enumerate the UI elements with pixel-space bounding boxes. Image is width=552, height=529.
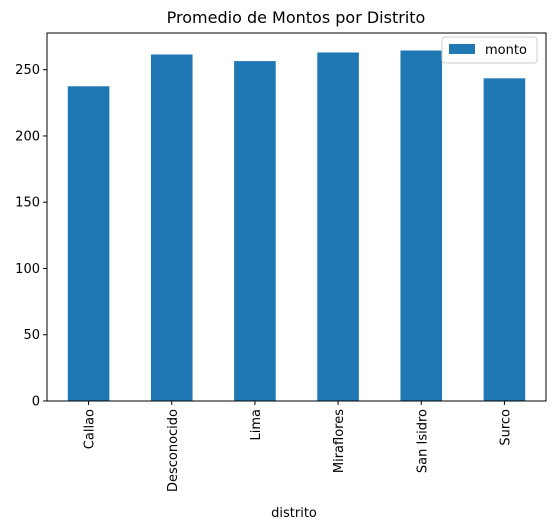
bar — [150, 54, 193, 401]
bar — [317, 52, 359, 402]
legend-label-monto: monto — [485, 43, 527, 58]
y-tick-label: 250 — [15, 63, 40, 78]
bar — [483, 78, 526, 401]
x-tick-label: San Isidro — [415, 409, 430, 473]
legend-swatch — [449, 44, 475, 54]
bar — [67, 86, 110, 401]
x-tick-label: Lima — [249, 409, 264, 440]
bar — [400, 50, 443, 402]
bar — [234, 61, 276, 401]
bars-group — [67, 50, 526, 402]
y-tick-label: 200 — [15, 129, 40, 144]
y-tick-label: 100 — [15, 262, 40, 277]
x-tick-label: Callao — [83, 409, 98, 449]
y-tick-label: 0 — [32, 395, 40, 410]
x-tick-label: Surco — [498, 409, 513, 446]
x-tick-label: Desconocido — [166, 409, 181, 492]
x-axis-label: distrito — [271, 506, 317, 521]
x-axis-ticks: Callao Desconocido Lima Miraflores San Isidr… — [83, 401, 513, 492]
legend: monto — [441, 36, 538, 64]
x-tick-label: Miraflores — [332, 409, 347, 473]
y-tick-label: 150 — [15, 196, 40, 211]
legend-box — [441, 36, 538, 64]
plot-frame — [46, 32, 547, 402]
chart-title: Promedio de Montos por Distrito — [167, 8, 426, 27]
y-axis-ticks: 0 50 100 150 200 250 — [15, 63, 47, 410]
y-tick-label: 50 — [23, 328, 40, 343]
